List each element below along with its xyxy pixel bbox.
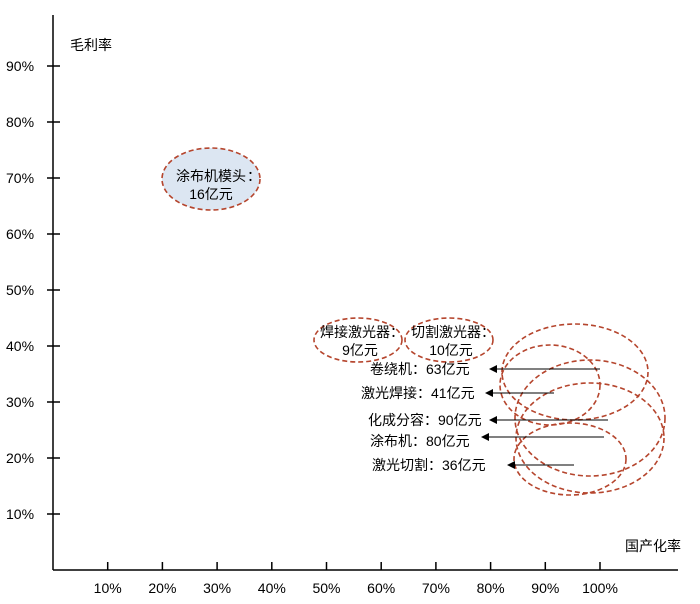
bubble-ellipses xyxy=(161,147,666,496)
point-label-value: 16亿元 xyxy=(189,186,233,202)
annotation-label: 卷绕机：63亿元 xyxy=(370,361,470,377)
y-tick-label: 80% xyxy=(6,114,34,130)
point-label-name: 焊接激光器 xyxy=(320,324,390,340)
point-label-name: 涂布机模头 xyxy=(176,168,246,184)
annotation-label: 化成分容：90亿元 xyxy=(368,412,482,428)
point-label-name: 切割激光器 xyxy=(411,324,481,340)
annotation-label: 激光切割：36亿元 xyxy=(372,457,486,473)
bubble-jiguang-hanjie xyxy=(499,344,601,426)
point-label-sep: ： xyxy=(390,324,404,340)
point-label-value: 10亿元 xyxy=(429,342,473,358)
y-tick-label: 90% xyxy=(6,58,34,74)
annotation-label: 激光焊接：41亿元 xyxy=(361,385,475,401)
annotations: 卷绕机：63亿元 激光焊接：41亿元 化成分容：90亿元 涂布机：80亿元 激光… xyxy=(361,361,608,473)
y-tick-label: 70% xyxy=(6,170,34,186)
y-tick-label: 10% xyxy=(6,506,34,522)
y-tick-label: 30% xyxy=(6,394,34,410)
x-tick-label: 50% xyxy=(312,580,340,596)
bubble-tubuji xyxy=(515,382,665,494)
bubble-qiege-jiguangqi xyxy=(404,317,494,363)
x-axis-title: 国产化率 xyxy=(625,538,681,554)
x-tick-label: 70% xyxy=(422,580,450,596)
point-label-sep: ： xyxy=(247,168,261,184)
y-axis-title: 毛利率 xyxy=(70,37,112,53)
x-tick-label: 80% xyxy=(477,580,505,596)
y-tick-label: 50% xyxy=(6,282,34,298)
x-tick-label: 60% xyxy=(367,580,395,596)
point-label-value: 9亿元 xyxy=(342,342,378,358)
point-label-sep: ： xyxy=(481,324,495,340)
annotation-label: 涂布机：80亿元 xyxy=(370,433,470,449)
bubble-hanjie-jiguangqi xyxy=(313,317,403,363)
y-ticks: 10% 20% 30% 40% 50% 60% 70% 80% 90% xyxy=(6,58,60,522)
y-tick-label: 40% xyxy=(6,338,34,354)
bubble-jiguang-qiege xyxy=(513,422,627,496)
bubble-labels: 涂布机模头 ： 16亿元 焊接激光器 ： 9亿元 切割激光器 ： 10亿元 xyxy=(176,168,495,358)
y-tick-label: 20% xyxy=(6,450,34,466)
x-tick-label: 20% xyxy=(148,580,176,596)
x-tick-label: 90% xyxy=(531,580,559,596)
bubble-huacheng-fenrong xyxy=(514,359,666,477)
x-ticks: 10% 20% 30% 40% 50% 60% 70% 80% 90% 100% xyxy=(94,562,618,596)
x-tick-label: 30% xyxy=(203,580,231,596)
bubble-tubu-motou xyxy=(161,147,261,211)
y-tick-label: 60% xyxy=(6,226,34,242)
bubble-juraoji xyxy=(501,323,649,421)
x-tick-label: 100% xyxy=(582,580,618,596)
x-tick-label: 10% xyxy=(94,580,122,596)
x-tick-label: 40% xyxy=(258,580,286,596)
